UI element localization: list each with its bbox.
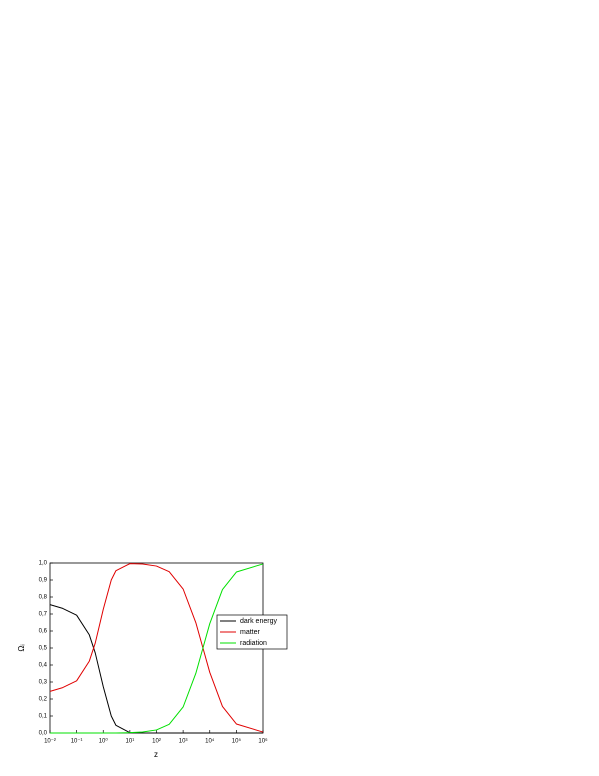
y-tick-label: 0,5 <box>39 646 48 652</box>
x-tick-label: 10⁻¹ <box>71 739 83 745</box>
data-line <box>49 604 263 734</box>
x-axis-label: z <box>154 750 158 759</box>
x-tick-label: 10⁻² <box>44 739 56 745</box>
y-tick-label: 0,4 <box>39 663 48 669</box>
y-tick-label: 1,0 <box>39 561 48 567</box>
x-tick-label: 10⁴ <box>205 738 215 745</box>
legend-label: radiation <box>240 640 267 647</box>
y-axis-label: Ωᵢ <box>17 644 26 651</box>
y-tick-label: 0,7 <box>39 612 48 618</box>
x-tick-label: 10⁶ <box>258 738 268 745</box>
x-tick-label: 10⁵ <box>232 738 242 745</box>
y-tick-label: 0,6 <box>39 629 48 635</box>
y-tick-label: 0,9 <box>39 578 48 584</box>
data-line <box>49 563 264 733</box>
x-tick-label: 10¹ <box>126 739 135 745</box>
y-tick-label: 0,2 <box>39 697 48 703</box>
y-tick-label: 0,1 <box>39 714 48 720</box>
x-tick-label: 10³ <box>179 739 188 745</box>
x-tick-label: 10² <box>152 739 161 745</box>
y-tick-label: 0,3 <box>39 680 48 686</box>
data-line <box>50 563 264 734</box>
y-tick-label: 0,8 <box>39 595 48 601</box>
x-tick-label: 10⁰ <box>99 738 109 745</box>
y-tick-label: 0,0 <box>39 731 48 737</box>
legend-label: matter <box>240 629 261 636</box>
legend-label: dark energy <box>240 618 277 625</box>
